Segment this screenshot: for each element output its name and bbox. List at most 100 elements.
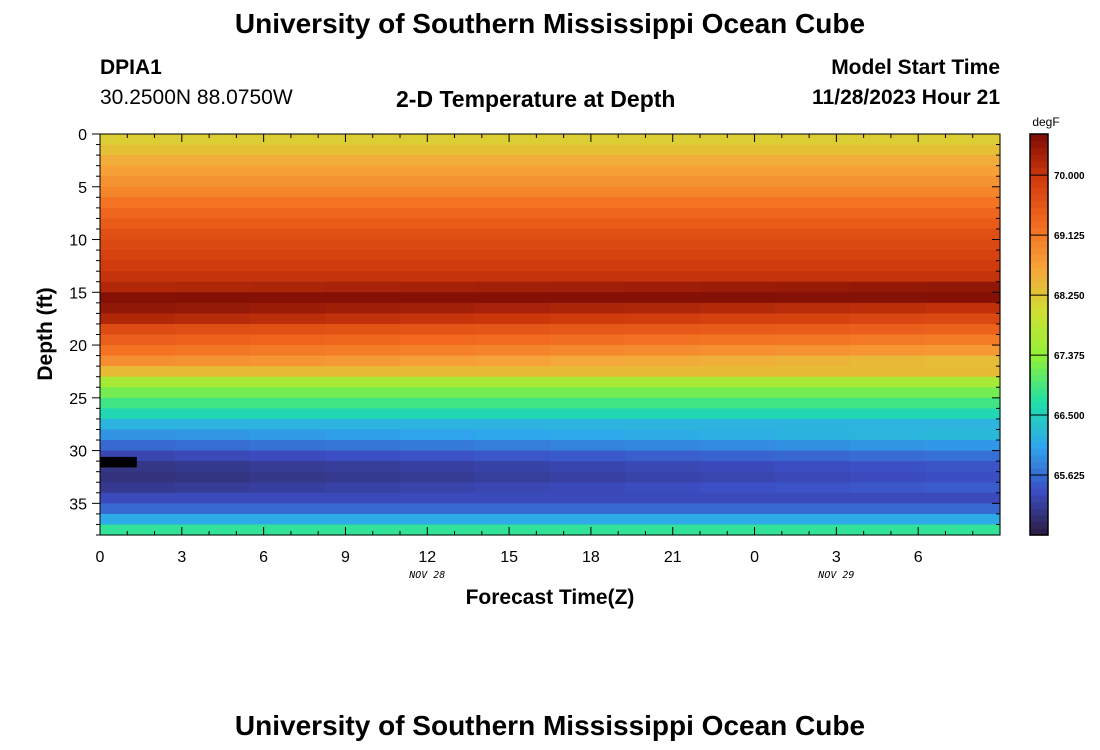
heatmap-cell (775, 207, 851, 220)
heatmap-cell (250, 471, 326, 483)
heatmap-cell (250, 176, 326, 188)
heatmap-cell (325, 408, 401, 420)
heatmap-cell (850, 134, 926, 146)
heatmap-cell (925, 165, 1001, 177)
heatmap-cell (100, 271, 176, 283)
colorbar-segment (1030, 154, 1048, 162)
heatmap-cell (475, 524, 551, 536)
heatmap-cell (925, 313, 1001, 325)
heatmap-cell (625, 408, 701, 420)
heatmap-cell (775, 471, 851, 483)
heatmap-cell (625, 366, 701, 378)
heatmap-cell (625, 524, 701, 536)
heatmap-cell (400, 376, 476, 388)
heatmap-cell (700, 450, 776, 462)
heatmap-cell (400, 471, 476, 483)
heatmap-cell (925, 366, 1001, 378)
heatmap-cell (550, 271, 626, 283)
heatmap-cell (475, 450, 551, 462)
colorbar-segment (1030, 394, 1048, 402)
heatmap-cell (100, 239, 176, 251)
heatmap-cell (925, 503, 1001, 515)
heatmap-cell (175, 334, 251, 346)
heatmap-cell (325, 429, 401, 441)
heatmap-cell (550, 345, 626, 357)
colorbar-segment (1030, 434, 1048, 443)
x-tick-label: 9 (341, 549, 350, 566)
colorbar-segment (1030, 301, 1048, 309)
heatmap-cell (700, 165, 776, 177)
heatmap-cell (100, 218, 176, 230)
heatmap-cell (550, 197, 626, 209)
heatmap-cell (925, 408, 1001, 420)
heatmap-cell (400, 397, 476, 409)
heatmap-cell (325, 228, 401, 241)
heatmap-cell (325, 461, 401, 473)
x-tick-label: 6 (914, 549, 923, 566)
heatmap-cell (175, 271, 251, 283)
heatmap-cell (700, 471, 776, 483)
heatmap-cell (850, 228, 926, 241)
heatmap-cell (250, 461, 326, 473)
heatmap-cell (625, 376, 701, 388)
heatmap-cell (475, 471, 551, 483)
heatmap-cell (775, 397, 851, 409)
heatmap-cell (475, 376, 551, 388)
colorbar-segment (1030, 428, 1048, 436)
heatmap-cell (400, 503, 476, 515)
colorbar-segment (1030, 160, 1048, 169)
colorbar-segment (1030, 167, 1048, 175)
heatmap-cell (700, 429, 776, 441)
colorbar-frame (1029, 133, 1049, 536)
heatmap-cell (850, 524, 926, 536)
heatmap-cell (250, 218, 326, 230)
heatmap-cell (775, 450, 851, 462)
heatmap-cell (325, 450, 401, 462)
y-tick-label: 5 (78, 180, 87, 197)
heatmap-cell (100, 440, 176, 452)
heatmap-cell (475, 418, 551, 431)
heatmap-cell (175, 355, 251, 367)
colorbar-segment (1030, 387, 1048, 396)
heatmap-cell (400, 165, 476, 177)
heatmap-cell (850, 313, 926, 325)
heatmap-cell (250, 334, 326, 346)
heatmap-cell (475, 355, 551, 367)
heatmap-cell (700, 397, 776, 409)
heatmap-cell (100, 334, 176, 346)
heatmap-cell (100, 165, 176, 177)
heatmap-cell (325, 440, 401, 452)
heatmap-cell (925, 281, 1001, 293)
heatmap-cell (850, 144, 926, 156)
heatmap-cell (250, 366, 326, 378)
heatmap-cell (475, 176, 551, 188)
y-axis: 0 5 10 15 20 25 30 35 (69, 127, 1000, 536)
heatmap-cell (700, 239, 776, 251)
heatmap-cell (325, 418, 401, 431)
heatmap-cell (700, 482, 776, 494)
heatmap-cell (700, 524, 776, 536)
heatmap-cell (475, 302, 551, 314)
heatmap-cell (100, 408, 176, 420)
heatmap-cell (850, 155, 926, 167)
heatmap-cell (250, 165, 326, 177)
heatmap-cell (850, 165, 926, 177)
heatmap-cell (775, 176, 851, 188)
colorbar-segment (1030, 234, 1048, 242)
heatmap-cell (550, 218, 626, 230)
heatmap-cell (550, 355, 626, 367)
heatmap-cell (925, 376, 1001, 388)
heatmap-cell (475, 482, 551, 494)
heatmap-cell (775, 513, 851, 526)
colorbar-segment (1030, 334, 1048, 342)
heatmap-cell (700, 513, 776, 526)
colorbar-segment (1030, 260, 1048, 269)
heatmap-cell (250, 186, 326, 198)
colorbar-segment (1030, 200, 1048, 209)
heatmap-cell (100, 366, 176, 378)
x-tick-label: 0 (96, 549, 105, 566)
y-tick-label: 0 (78, 127, 87, 144)
heatmap-cell (100, 461, 176, 473)
heatmap-cell (625, 271, 701, 283)
colorbar-segment (1030, 314, 1048, 322)
